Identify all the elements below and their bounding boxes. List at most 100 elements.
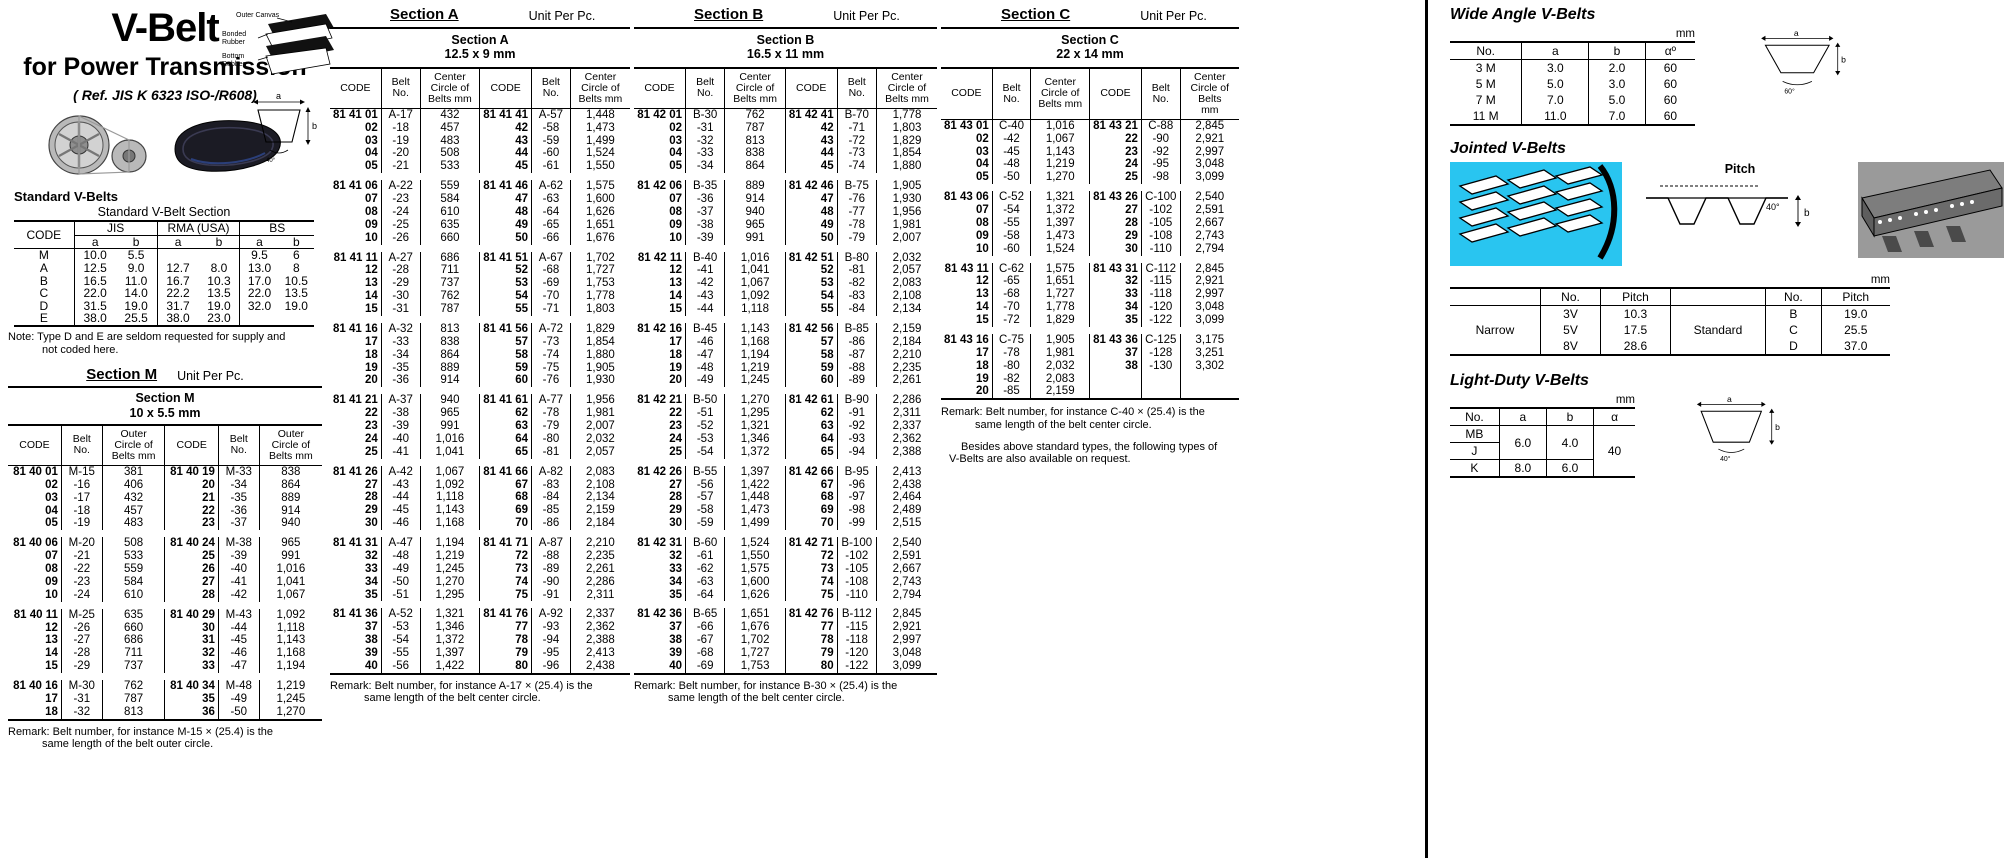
table-cell: 63: [785, 420, 838, 433]
table-cell: 1,016: [420, 432, 481, 446]
table-cell: 9.5: [251, 248, 268, 263]
column-header: Center Circle of Belts mm: [885, 70, 929, 105]
table-cell: 737: [102, 660, 166, 674]
table-cell: 45: [785, 160, 838, 174]
table-cell: 2,540: [1195, 191, 1225, 204]
table-cell: 1,575: [724, 562, 786, 576]
table-cell: 10: [8, 588, 62, 602]
group-spacer: [941, 256, 1239, 263]
table-cell: -118: [1141, 288, 1181, 302]
table-cell: -33: [685, 147, 726, 161]
table-cell: -42: [992, 132, 1032, 146]
table-cell: 14: [330, 290, 382, 304]
section-b-title: Section B: [694, 6, 764, 23]
svg-text:b: b: [1775, 422, 1780, 432]
table-cell: 16.5: [83, 273, 107, 288]
table-cell: 30: [330, 517, 382, 531]
table-row: 05 -19 483 23 -37 940: [8, 517, 322, 531]
table-row: 09 -25 635 49 -65 1,651: [330, 218, 630, 232]
table-cell: 14: [941, 301, 993, 315]
standard-vbelts-heading: Standard V-Belts: [14, 189, 119, 204]
table-cell: 81 42 16: [634, 322, 686, 336]
table-cell: 81 42 51: [785, 251, 838, 265]
table-cell: 67: [785, 478, 838, 492]
table-cell: 60: [1645, 108, 1695, 126]
table-row: 04 -20 508 44 -60 1,524: [330, 147, 630, 161]
table-cell: 1,143: [420, 504, 481, 518]
table-cell: 1,219: [276, 680, 306, 693]
table-cell: -102: [837, 549, 877, 563]
table-row: 10 -60 1,524 30 -110 2,794: [941, 242, 1239, 256]
table-cell: -17: [61, 491, 103, 505]
table-cell: 81 42 56: [785, 322, 838, 336]
spacer-cell: [634, 459, 937, 466]
table-cell: 1,473: [1030, 229, 1091, 243]
table-row: 12 -28 711 52 -68 1,727: [330, 264, 630, 278]
column-header: CODE: [1089, 67, 1142, 120]
table-cell: -120: [837, 647, 877, 660]
group-spacer: [634, 316, 937, 323]
table-cell: A-22: [381, 180, 421, 194]
table-row: 09 -58 1,473 29 -108 2,743: [941, 229, 1239, 243]
column-header: Belt No.: [1141, 67, 1181, 120]
table-cell: 81 41 31: [330, 537, 382, 550]
table-cell: -26: [61, 621, 103, 635]
table-cell: 03: [8, 491, 62, 505]
light-duty-title: Light-Duty V-Belts: [1450, 372, 1589, 389]
section-a-caption-1: Section A: [451, 33, 509, 47]
table-cell: -61: [531, 160, 571, 174]
table-cell: -21: [381, 160, 421, 174]
table-cell: -84: [837, 303, 877, 316]
table-cell: 813: [102, 705, 166, 721]
table-cell: D: [1765, 338, 1822, 356]
table-cell: 787: [420, 303, 481, 316]
table-cell: 25.5: [1844, 323, 1868, 337]
table-cell: B-80: [837, 251, 877, 265]
group-spacer: [8, 530, 322, 537]
table-cell: 34: [1089, 301, 1142, 315]
table-cell: 1,600: [724, 575, 786, 589]
table-cell: 1,956: [586, 394, 615, 407]
table-cell: M-25: [61, 608, 103, 622]
table-cell: B-55: [685, 465, 726, 479]
column-header: CODE: [634, 67, 686, 109]
table-row: 20 -36 914 60 -76 1,930: [330, 374, 630, 388]
table-cell: 1,143: [1030, 145, 1091, 159]
table-cell: 81 42 36: [634, 608, 686, 622]
table-row: 05 -21 533 45 -61 1,550: [330, 160, 630, 174]
table-header-row: CODE Belt No. Center Circle of Belts mm CODE Be…: [634, 67, 937, 109]
table-cell: A-67: [531, 251, 571, 265]
wa-col-alpha: αº: [1664, 44, 1677, 58]
table-cell: -43: [685, 290, 726, 304]
table-cell: 65: [479, 445, 532, 459]
table-cell: 813: [420, 322, 481, 336]
spacer-cell: [634, 387, 937, 394]
section-c-table: Section C 22 x 14 mm CODE Belt No. Center Ci…: [941, 27, 1239, 401]
table-header-row: CODE Belt No. Center Circle of Belts mm CODE Be…: [330, 67, 630, 109]
table-cell: 1,651: [586, 218, 615, 231]
table-row: 13 -27 686 31 -45 1,143: [8, 634, 322, 648]
table-row: 27 -43 1,092 67 -83 2,108: [330, 478, 630, 492]
table-cell: 9.0: [115, 262, 158, 275]
section-c-header: Section C Unit Per Pc.: [941, 6, 1239, 23]
table-cell: 2,083: [1030, 372, 1091, 386]
section-c-title: Section C: [1001, 6, 1071, 23]
table-cell: 23: [634, 420, 686, 433]
spacer-cell: [8, 530, 322, 537]
table-cell: 1,981: [1030, 346, 1091, 360]
table-cell: 42: [479, 121, 532, 135]
table-cell: -44: [381, 491, 421, 505]
section-m-table: Section M 10 x 5.5 mm CODE Belt No. Outer Ci…: [8, 386, 322, 721]
table-cell: 2,235: [586, 549, 615, 562]
spacer-cell: [330, 530, 630, 537]
table-cell: 03: [941, 145, 993, 159]
table-cell: 2,921: [1195, 275, 1225, 288]
table-cell: -41: [685, 264, 726, 278]
table-cell: 50: [479, 231, 532, 245]
table-cell: -51: [685, 407, 726, 421]
table-cell: 2,413: [892, 465, 922, 478]
table-cell: -68: [992, 288, 1032, 302]
jointed-belt-photo: [1450, 162, 1622, 266]
table-cell: [278, 312, 314, 327]
table-cell: 77: [785, 621, 838, 635]
